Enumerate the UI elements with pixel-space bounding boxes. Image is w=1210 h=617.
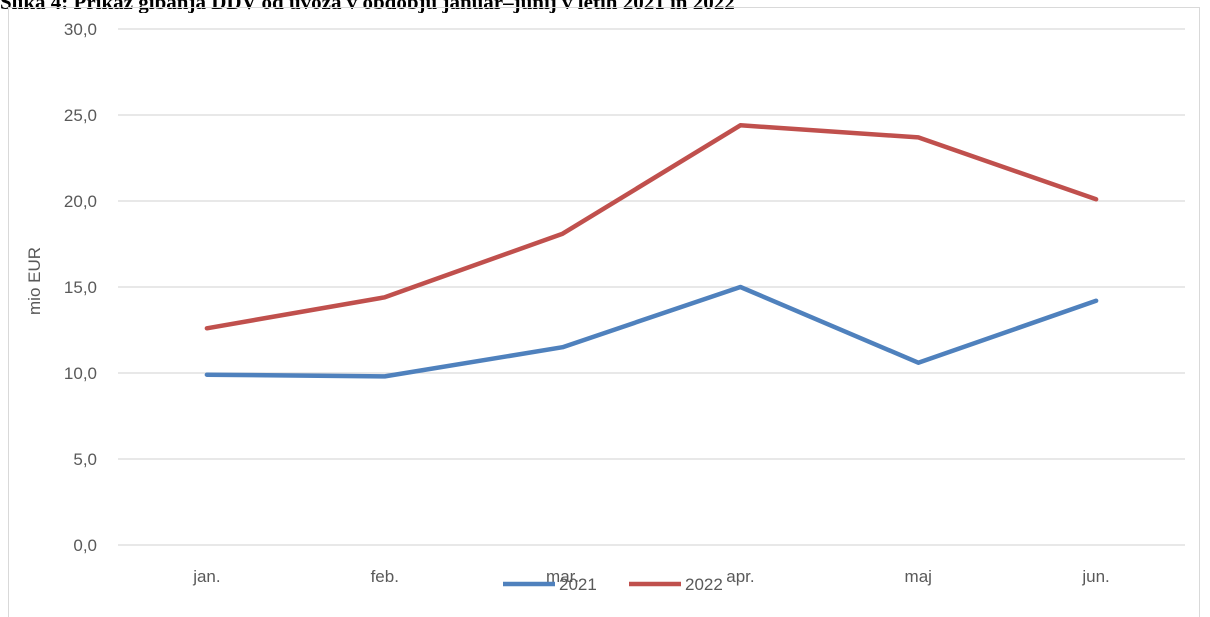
y-axis-title: mio EUR bbox=[25, 247, 44, 315]
series-line-2022 bbox=[204, 123, 1099, 331]
y-tick-label: 25,0 bbox=[64, 106, 97, 125]
y-tick-label: 5,0 bbox=[73, 450, 97, 469]
series-line-2021 bbox=[204, 284, 1099, 379]
x-tick-label: apr. bbox=[726, 567, 754, 586]
y-tick-label: 10,0 bbox=[64, 364, 97, 383]
x-tick-label: maj bbox=[905, 567, 932, 586]
y-tick-label: 0,0 bbox=[73, 536, 97, 555]
y-tick-label: 15,0 bbox=[64, 278, 97, 297]
x-tick-label: jun. bbox=[1081, 567, 1109, 586]
y-tick-label: 30,0 bbox=[64, 20, 97, 39]
y-tick-label: 20,0 bbox=[64, 192, 97, 211]
x-tick-label: jan. bbox=[192, 567, 220, 586]
x-tick-label: mar. bbox=[546, 567, 579, 586]
chart-title: Slika 4: Prikaz gibanja DDV od uvoza v o… bbox=[0, 0, 735, 13]
x-tick-label: feb. bbox=[371, 567, 399, 586]
legend-label-2021: 2021 bbox=[559, 575, 597, 594]
legend-label-2022: 2022 bbox=[685, 575, 723, 594]
chart-frame bbox=[8, 7, 1200, 617]
